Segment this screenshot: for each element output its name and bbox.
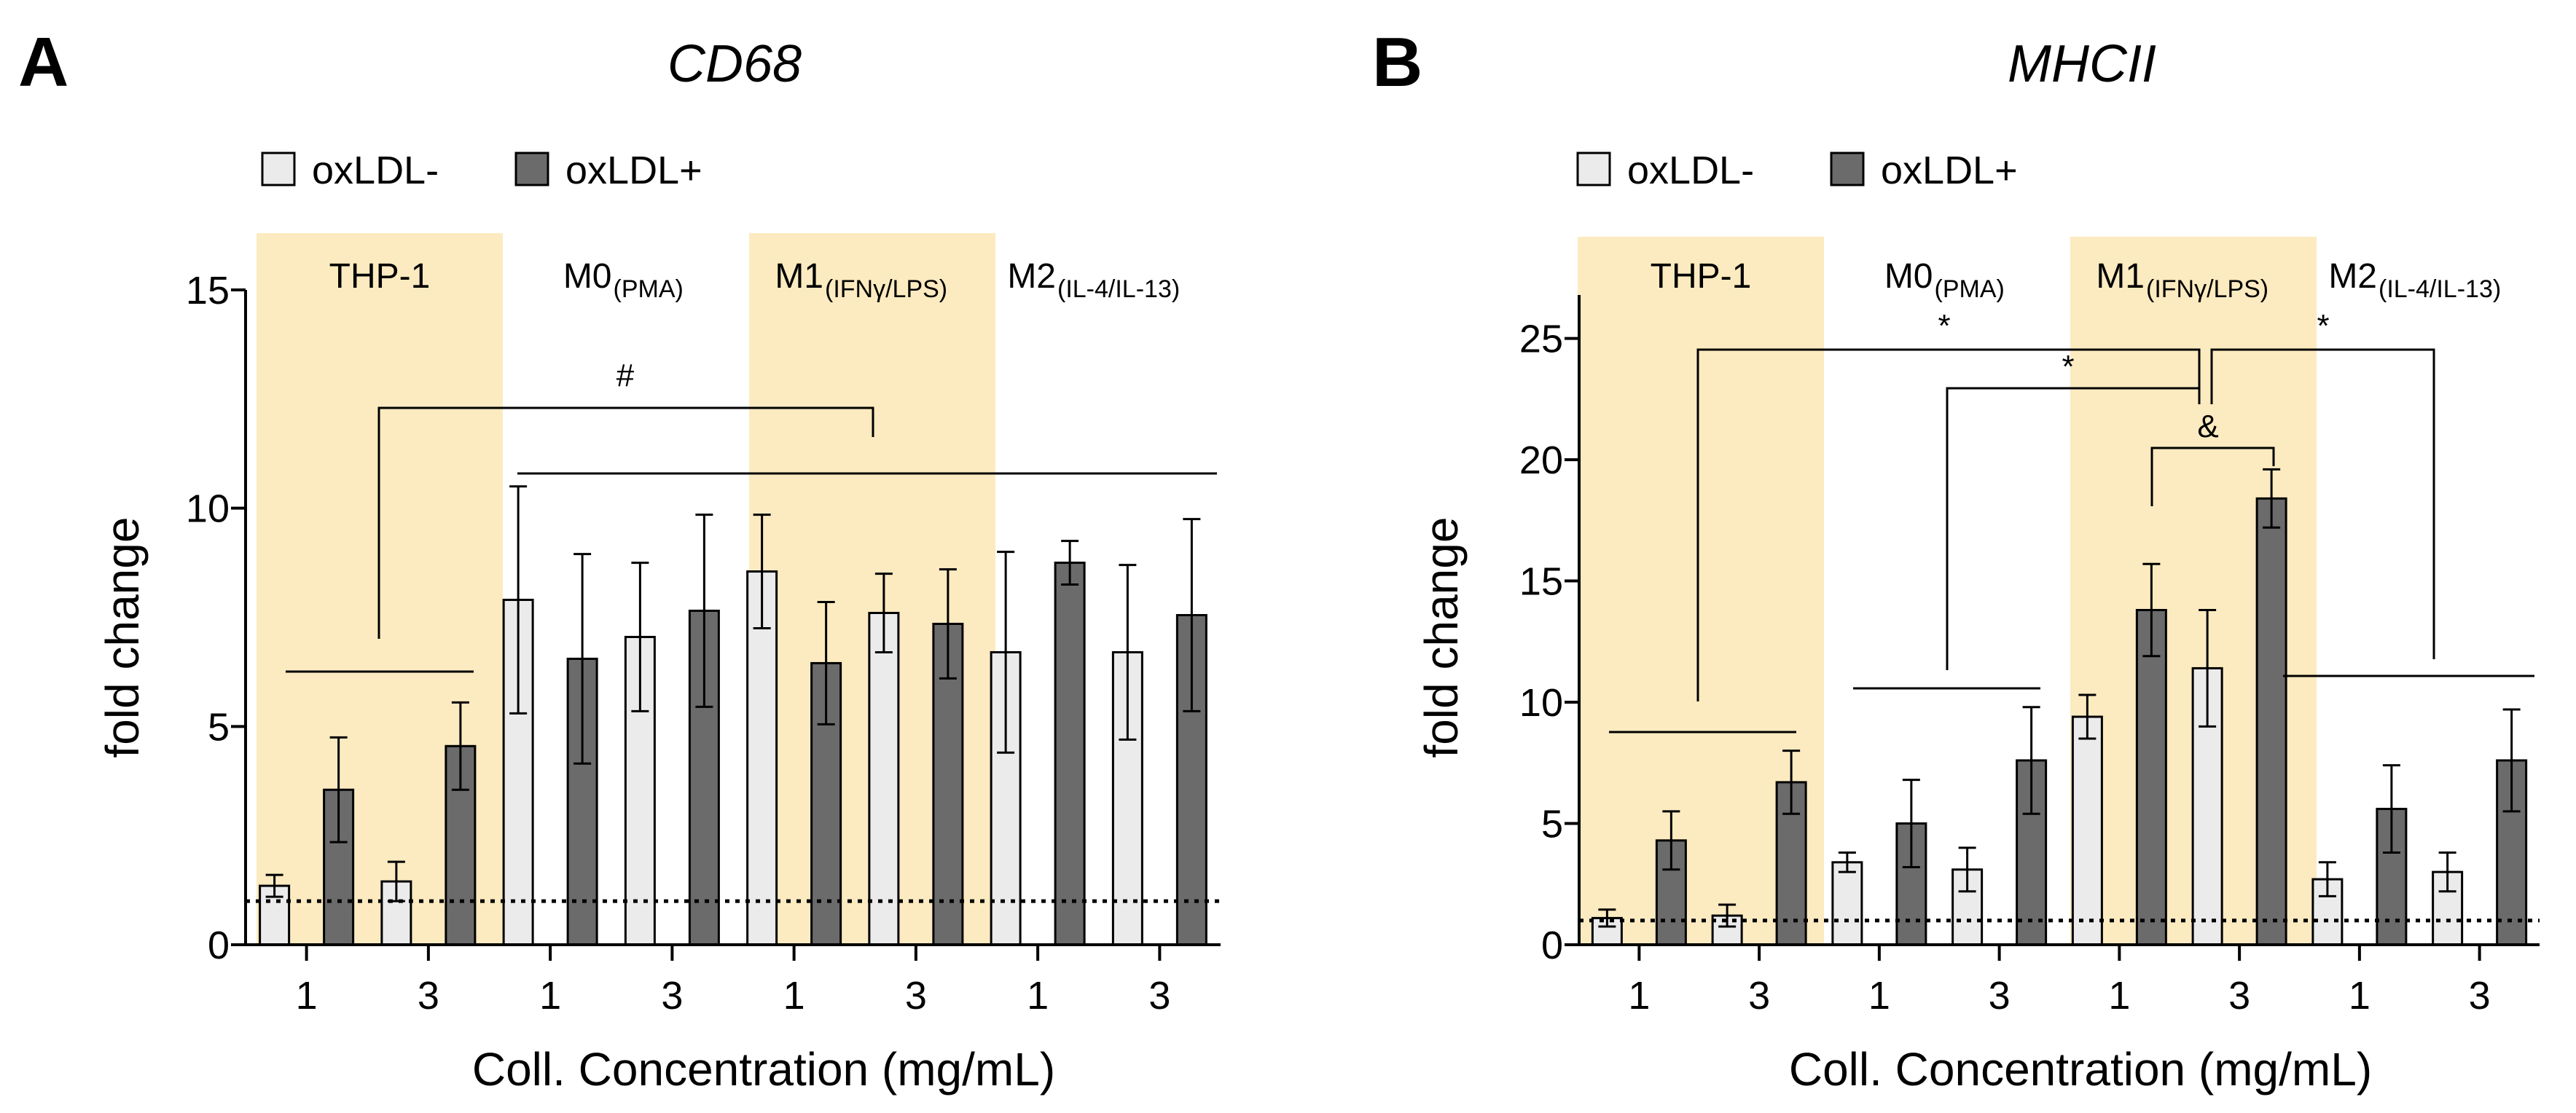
y-tick-label: 25 — [1519, 318, 1563, 361]
bar — [2255, 497, 2287, 946]
group-labels-a: THP-1 M0 M1 M2 (PMA) (IFNγ/LPS) (IL-4/IL… — [329, 257, 1181, 303]
bars-b — [1591, 468, 2528, 946]
bar — [624, 635, 656, 946]
x-tick-label: 1 — [1027, 974, 1049, 1018]
y-tick-label: 15 — [1519, 560, 1563, 604]
bar — [2135, 609, 2167, 946]
legend-label-oxldl-neg: oxLDL- — [1627, 149, 1754, 192]
x-tick-label: 3 — [1748, 974, 1770, 1018]
group-sublabel: (PMA) — [1935, 275, 2005, 303]
legend-b: oxLDL- oxLDL+ — [1576, 149, 2018, 192]
x-axis-label-b: Coll. Concentration (mg/mL) — [1789, 1043, 2372, 1096]
x-tick-label: 1 — [1628, 974, 1650, 1018]
x-tick-label: 1 — [296, 974, 318, 1018]
y-tick-labels-a: 0 5 10 15 — [186, 269, 230, 967]
y-tick-label: 0 — [1541, 924, 1563, 967]
significance-brackets-b — [1609, 348, 2534, 734]
x-tick-label: 1 — [2108, 974, 2130, 1018]
bar — [2071, 715, 2103, 946]
y-tick-label: 20 — [1519, 438, 1563, 482]
group-label: THP-1 — [329, 257, 431, 296]
panel-letter-b: B — [1372, 23, 1422, 101]
significance-bracket — [377, 406, 874, 639]
legend-swatch-light — [261, 152, 296, 186]
group-sublabel: (IL-4/IL-13) — [2379, 275, 2501, 303]
axes-a — [231, 288, 1221, 961]
x-tick-label: 3 — [1989, 974, 2011, 1018]
bar — [1054, 562, 1086, 946]
annotation-hash: # — [616, 358, 635, 393]
y-tick-label: 5 — [1541, 803, 1563, 846]
x-tick-label: 3 — [2228, 974, 2250, 1018]
x-tick-label: 3 — [1148, 974, 1170, 1018]
legend-label-oxldl-pos: oxLDL+ — [565, 149, 702, 192]
annotation-star: * — [2062, 349, 2074, 385]
panel-a: A CD68 oxLDL- oxLDL+ THP-1 M0 M1 M2 (PMA… — [18, 23, 1221, 1096]
y-tick-labels-b: 0 5 10 15 20 25 — [1519, 318, 1563, 967]
bar — [1831, 861, 1863, 946]
legend-swatch-dark — [1830, 152, 1865, 186]
significance-bracket — [2150, 447, 2275, 506]
legend-label-oxldl-neg: oxLDL- — [312, 149, 439, 192]
x-tick-labels-a: 1 3 1 3 1 3 1 3 — [296, 974, 1171, 1018]
group-sublabel: (IFNγ/LPS) — [2146, 275, 2268, 303]
legend-a: oxLDL- oxLDL+ — [261, 149, 702, 192]
panel-b: B MHCII oxLDL- oxLDL+ THP-1 M0 M1 M2 (PM… — [1372, 23, 2540, 1096]
group-labels-b: THP-1 M0 M1 M2 (PMA) (IFNγ/LPS) (IL-4/IL… — [1651, 257, 2502, 303]
legend-swatch-light — [1576, 152, 1611, 186]
group-label: M2 — [2328, 257, 2377, 296]
group-sublabel: (IFNγ/LPS) — [825, 275, 947, 303]
significance-bracket — [1946, 387, 2201, 670]
x-tick-label: 1 — [539, 974, 561, 1018]
group-label: M0 — [563, 257, 612, 296]
x-tick-label: 1 — [2349, 974, 2371, 1018]
group-bands-b — [1578, 237, 2317, 945]
x-tick-labels-b: 1 3 1 3 1 3 1 3 — [1628, 974, 2490, 1018]
y-tick-label: 5 — [208, 705, 230, 749]
y-tick-label: 10 — [1519, 681, 1563, 725]
x-tick-label: 3 — [2469, 974, 2491, 1018]
legend-label-oxldl-pos: oxLDL+ — [1881, 149, 2018, 192]
group-sublabel: (PMA) — [614, 275, 684, 303]
x-axis-label-a: Coll. Concentration (mg/mL) — [472, 1043, 1055, 1096]
bar — [868, 612, 900, 946]
group-label: M0 — [1884, 257, 1933, 296]
significance-bracket — [2210, 348, 2435, 659]
group-sublabel: (IL-4/IL-13) — [1057, 275, 1180, 303]
axes-b — [1565, 295, 2540, 961]
group-label: M1 — [2096, 257, 2145, 296]
annotation-star: * — [2317, 308, 2329, 344]
x-tick-label: 3 — [418, 974, 439, 1018]
x-tick-label: 3 — [905, 974, 927, 1018]
group-bands-a — [257, 233, 995, 945]
chart-title-a: CD68 — [668, 35, 802, 93]
x-tick-label: 1 — [1868, 974, 1890, 1018]
group-label: M2 — [1007, 257, 1056, 296]
group-label: M1 — [775, 257, 823, 296]
y-axis-label-b: fold change — [1415, 517, 1468, 758]
y-axis-label-a: fold change — [96, 517, 149, 758]
y-tick-label: 15 — [186, 269, 230, 312]
significance-brackets-a — [286, 406, 1217, 673]
chart-title-b: MHCII — [2008, 35, 2156, 93]
x-tick-label: 3 — [661, 974, 683, 1018]
significance-bracket — [1696, 348, 2201, 701]
x-tick-label: 1 — [783, 974, 805, 1018]
y-tick-label: 0 — [208, 924, 230, 967]
annotation-star: * — [1938, 308, 1950, 344]
y-tick-label: 10 — [186, 487, 230, 531]
legend-swatch-dark — [514, 152, 549, 186]
annotation-ampersand: & — [2197, 409, 2218, 444]
group-label: THP-1 — [1651, 257, 1752, 296]
panel-letter-a: A — [18, 23, 68, 101]
